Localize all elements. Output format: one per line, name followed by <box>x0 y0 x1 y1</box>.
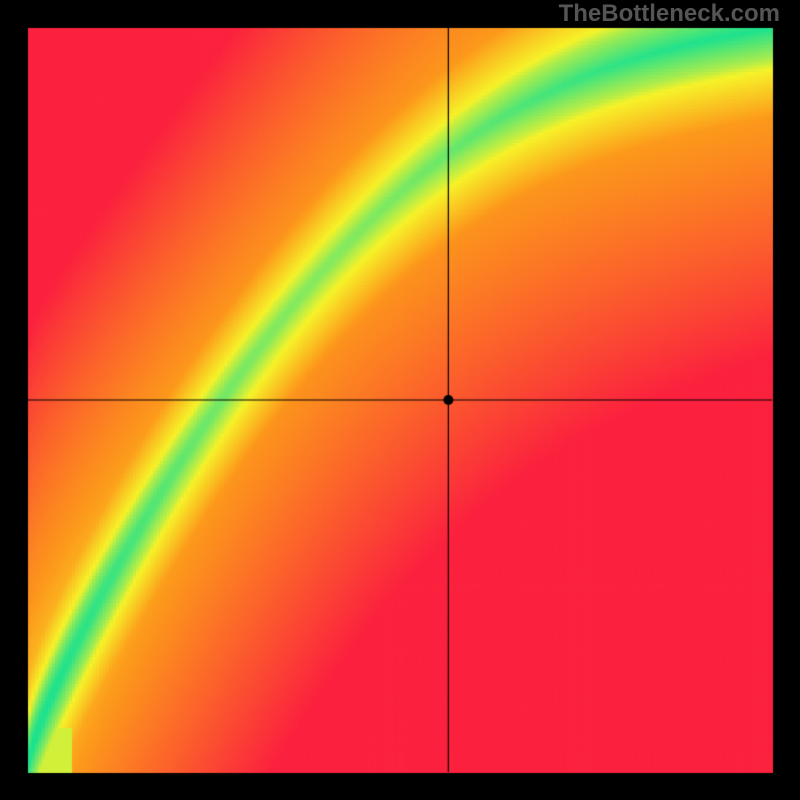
watermark-text: TheBottleneck.com <box>559 0 780 28</box>
bottleneck-heatmap <box>0 0 800 800</box>
chart-container: { "canvas": { "width": 800, "height": 80… <box>0 0 800 800</box>
